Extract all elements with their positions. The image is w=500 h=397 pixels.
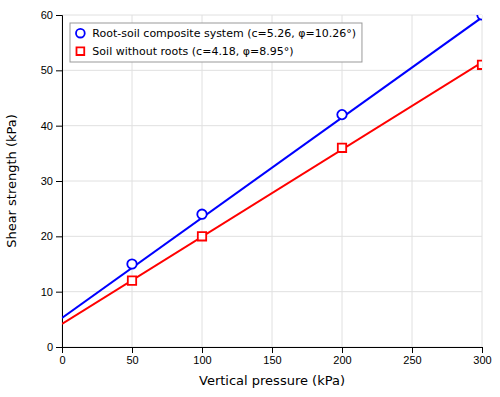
tick-label: 50 xyxy=(126,354,138,366)
tick: 20 xyxy=(41,230,62,242)
point xyxy=(198,232,206,240)
tick: 40 xyxy=(41,120,62,132)
tick-mark xyxy=(56,236,62,237)
tick: 10 xyxy=(41,286,62,298)
tick-mark xyxy=(272,347,273,353)
legend-item: Soil without roots (c=4.18, φ=8.95°) xyxy=(76,45,293,58)
marks xyxy=(62,15,482,324)
point xyxy=(478,61,482,69)
legend: Root-soil composite system (c=5.26, φ=10… xyxy=(70,23,362,62)
tick-label: 30 xyxy=(41,175,53,187)
tick: 300 xyxy=(473,347,491,366)
axis-line xyxy=(56,16,63,348)
point xyxy=(128,276,136,284)
grid xyxy=(62,15,482,347)
tick-label: 0 xyxy=(59,354,65,366)
point xyxy=(197,209,206,218)
y-axis-title: Shear strength (kPa) xyxy=(4,114,19,248)
tick-label: 0 xyxy=(47,341,53,353)
tick-mark xyxy=(202,347,203,353)
tick: 50 xyxy=(126,347,138,366)
grid-line xyxy=(62,181,482,182)
x-axis-title: Vertical pressure (kPa) xyxy=(199,373,345,388)
tick-label: 50 xyxy=(41,64,53,76)
y-axis: 0 10 20 30 40 50 60 xyxy=(41,9,63,353)
grid-line xyxy=(62,236,482,237)
chart: 0 50 100 150 200 250 300 0 10 20 30 40 50 60 Root-soil… xyxy=(0,0,500,397)
tick-label: 300 xyxy=(473,354,491,366)
tick-mark xyxy=(342,347,343,353)
legend-frame xyxy=(70,23,362,62)
tick-label: 60 xyxy=(41,9,53,21)
tick: 0 xyxy=(47,341,62,353)
tick-label: 100 xyxy=(193,354,211,366)
legend-symbol xyxy=(76,29,85,38)
tick: 150 xyxy=(263,347,281,366)
tick-mark xyxy=(412,347,413,353)
tick-mark xyxy=(56,15,62,16)
legend-label: Soil without roots (c=4.18, φ=8.95°) xyxy=(92,45,293,58)
point xyxy=(477,15,482,20)
point xyxy=(127,259,136,268)
tick-mark xyxy=(56,70,62,71)
tick: 30 xyxy=(41,175,62,187)
tick-mark xyxy=(132,347,133,353)
x-axis: 0 50 100 150 200 250 300 xyxy=(59,347,491,366)
tick-label: 150 xyxy=(263,354,281,366)
tick-mark xyxy=(56,347,62,348)
point xyxy=(338,144,346,152)
tick-label: 10 xyxy=(41,286,53,298)
fit-line xyxy=(62,17,482,317)
grid-line xyxy=(62,291,482,292)
tick: 250 xyxy=(403,347,421,366)
grid-line xyxy=(62,125,482,126)
tick-label: 40 xyxy=(41,120,53,132)
axis-line xyxy=(63,348,483,354)
legend-symbol xyxy=(76,47,84,55)
tick: 0 xyxy=(59,347,65,366)
legend-label: Root-soil composite system (c=5.26, φ=10… xyxy=(92,27,356,40)
grid-line xyxy=(62,70,482,71)
tick-mark xyxy=(56,292,62,293)
tick: 50 xyxy=(41,64,62,76)
tick: 200 xyxy=(333,347,351,366)
tick-label: 200 xyxy=(333,354,351,366)
tick-mark xyxy=(56,126,62,127)
tick: 60 xyxy=(41,9,62,21)
tick-mark xyxy=(482,347,483,353)
tick: 100 xyxy=(193,347,211,366)
point xyxy=(337,110,346,119)
grid-line xyxy=(62,15,482,16)
legend-item: Root-soil composite system (c=5.26, φ=10… xyxy=(76,27,356,40)
fit-line xyxy=(62,62,482,323)
plot: 0 50 100 150 200 250 300 0 10 20 30 40 50 60 Root-soil… xyxy=(41,9,492,366)
tick-label: 20 xyxy=(41,230,53,242)
tick-label: 250 xyxy=(403,354,421,366)
tick-mark xyxy=(56,181,62,182)
